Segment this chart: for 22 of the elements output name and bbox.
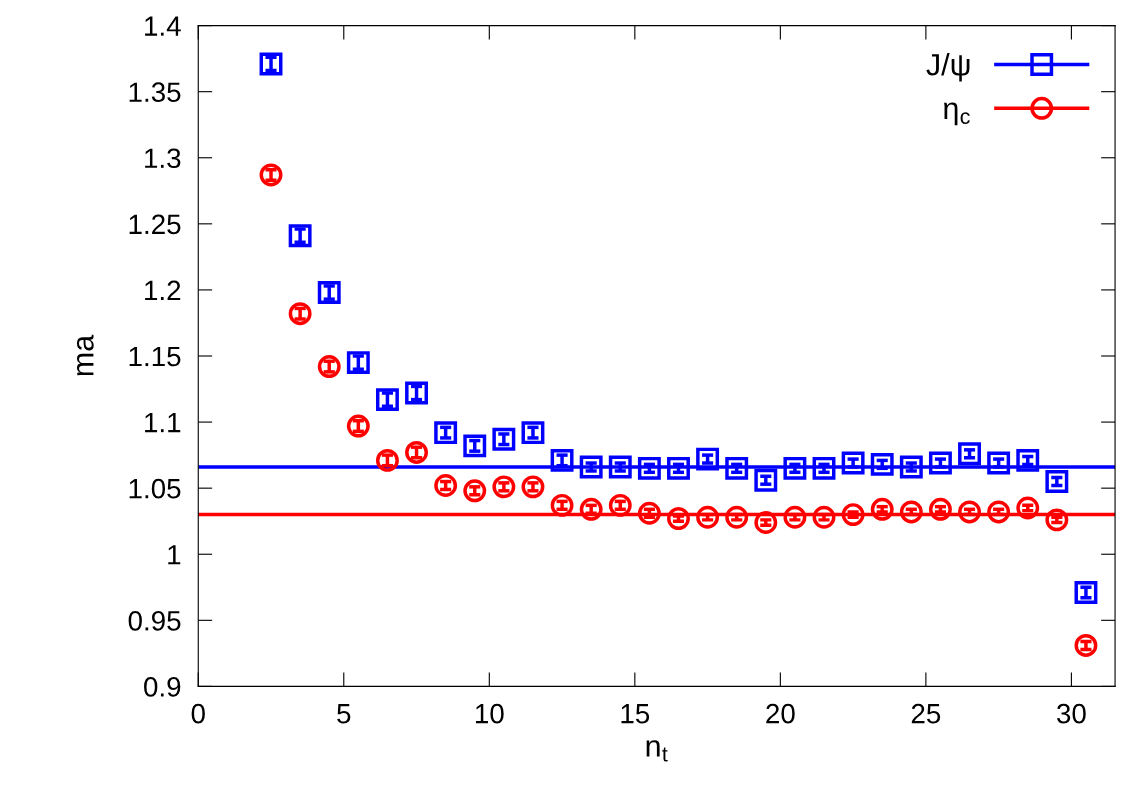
y-tick-label: 1: [168, 545, 181, 565]
y-tick-label: 0.95: [128, 610, 181, 631]
x-tick-label: 20: [766, 703, 795, 724]
x-tick-label: 15: [621, 704, 650, 724]
x-tick-label: 10: [475, 703, 504, 724]
legend-label: J/ψ: [926, 53, 970, 82]
y-tick-label: 1.1: [145, 413, 181, 433]
y-tick-label: 1.3: [145, 148, 181, 169]
x-tick-label: 30: [1057, 703, 1086, 724]
y-tick-label: 1.2: [145, 280, 181, 300]
x-axis-title: n$_{t}$: [646, 740, 668, 762]
y-tick-label: 1.25: [129, 214, 181, 235]
y-axis-title: ma: [76, 334, 94, 376]
y-tick-label: 1.05: [129, 478, 181, 499]
legend-label: η$_{c}$: [944, 102, 970, 126]
y-tick-label: 1.4: [145, 16, 181, 36]
x-tick-label: 0: [191, 703, 205, 724]
y-tick-label: 1.35: [129, 82, 181, 103]
x-tick-label: 25: [911, 703, 941, 724]
y-tick-label: 1.15: [129, 346, 181, 367]
y-tick-label: 0.9: [144, 677, 181, 697]
x-tick-label: 5: [337, 704, 351, 724]
